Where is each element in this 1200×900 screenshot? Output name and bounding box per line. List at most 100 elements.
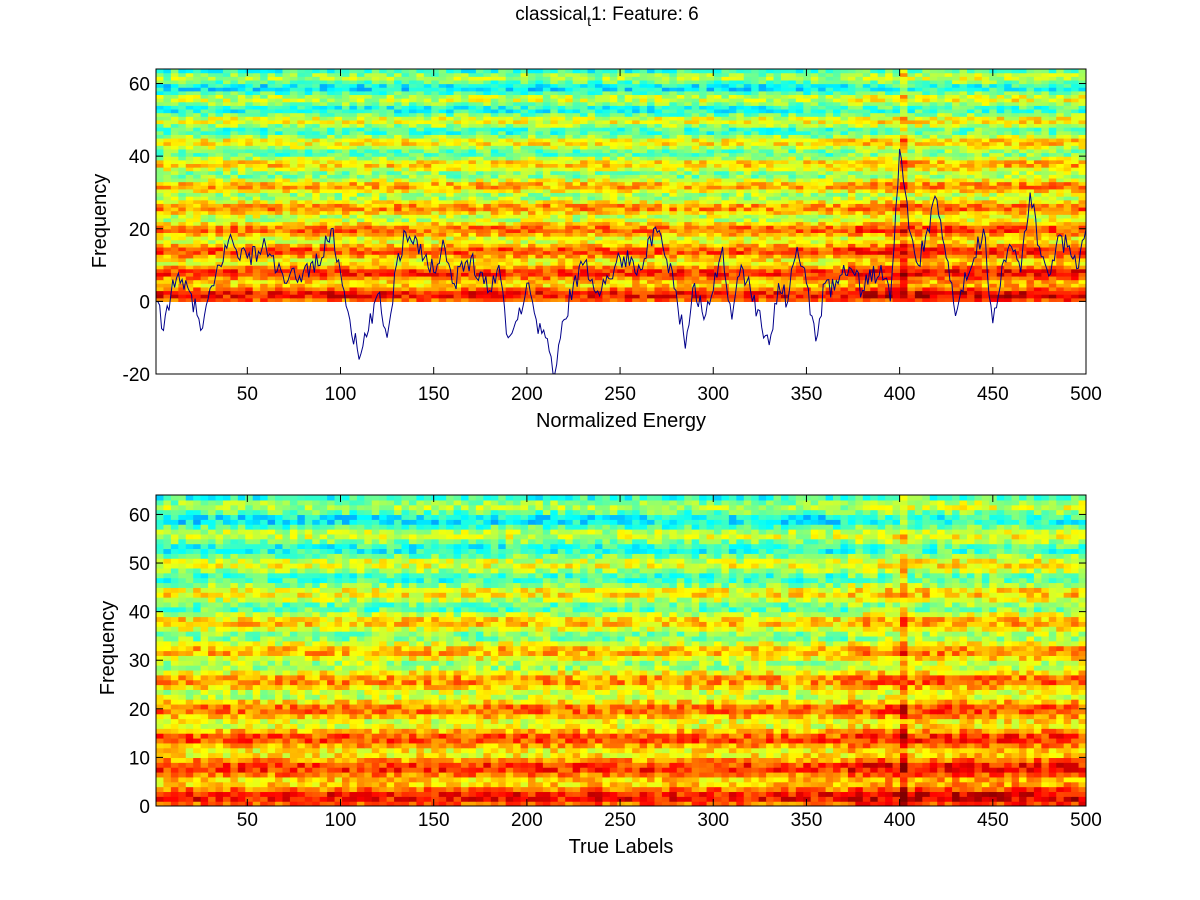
heatmap-cell <box>408 174 417 179</box>
heatmap-cell <box>914 206 923 212</box>
heatmap-cell <box>996 217 1005 223</box>
heatmap-cell <box>1011 243 1020 248</box>
heatmap-cell <box>505 167 514 172</box>
heatmap-cell <box>528 210 537 215</box>
heatmap-cell <box>981 203 990 208</box>
heatmap-cell <box>892 250 901 255</box>
heatmap-cell <box>810 167 819 172</box>
heatmap-cell <box>736 203 745 208</box>
heatmap-cell <box>535 196 544 201</box>
heatmap-cell <box>156 217 165 223</box>
heatmap-cell <box>490 225 499 230</box>
heatmap-cell <box>751 290 760 295</box>
heatmap-cell <box>944 232 953 237</box>
heatmap-cell <box>833 297 842 302</box>
heatmap-cell <box>862 188 871 194</box>
heatmap-cell <box>245 283 254 288</box>
heatmap-cell <box>483 163 492 168</box>
heatmap-cell <box>520 232 529 237</box>
heatmap-cell <box>900 257 909 263</box>
heatmap-cell <box>528 156 537 161</box>
heatmap-cell <box>818 243 827 248</box>
heatmap-cell <box>550 261 559 266</box>
heatmap-cell <box>408 214 417 219</box>
heatmap-cell <box>222 217 231 223</box>
heatmap-cell <box>304 221 313 226</box>
heatmap-cell <box>900 246 909 252</box>
heatmap-cell <box>520 167 529 172</box>
heatmap-cell <box>193 188 202 194</box>
heatmap-cell <box>914 181 923 186</box>
heatmap-cell <box>1019 225 1028 230</box>
heatmap-cell <box>252 243 261 248</box>
heatmap-cell <box>795 228 804 233</box>
heatmap-cell <box>736 261 745 266</box>
heatmap-cell <box>728 257 737 263</box>
heatmap-cell <box>208 177 217 183</box>
heatmap-cell <box>669 290 678 295</box>
heatmap-cell <box>788 192 797 197</box>
heatmap-cell <box>364 272 373 277</box>
heatmap-cell <box>1071 283 1080 288</box>
heatmap-cell <box>743 279 752 284</box>
heatmap-cell <box>751 167 760 172</box>
heatmap-cell <box>170 221 179 226</box>
heatmap-cell <box>505 254 514 259</box>
heatmap-cell <box>1026 279 1035 284</box>
heatmap-cell <box>468 196 477 201</box>
heatmap-cell <box>528 163 537 168</box>
heatmap-cell <box>937 279 946 284</box>
heatmap-cell <box>1056 177 1065 183</box>
heatmap-cell <box>312 177 321 183</box>
heatmap-cell <box>647 174 656 179</box>
heatmap-cell <box>535 261 544 266</box>
heatmap-cell <box>1033 210 1042 215</box>
heatmap-cell <box>780 275 789 281</box>
heatmap-cell <box>572 294 581 299</box>
heatmap-cell <box>334 174 343 179</box>
heatmap-cell <box>282 290 291 295</box>
heatmap-cell <box>565 268 574 273</box>
heatmap-cell <box>743 290 752 295</box>
heatmap-cell <box>773 196 782 201</box>
heatmap-cell <box>743 170 752 175</box>
heatmap-cell <box>342 265 351 270</box>
heatmap-cell <box>156 167 165 172</box>
heatmap-cell <box>632 250 641 255</box>
heatmap-cell <box>647 203 656 208</box>
heatmap-cell <box>356 283 365 288</box>
heatmap-cell <box>952 286 961 292</box>
heatmap-cell <box>550 196 559 201</box>
heatmap-cell <box>178 228 187 233</box>
heatmap-cell <box>208 272 217 277</box>
heatmap-cell <box>401 203 410 208</box>
heatmap-cell <box>222 275 231 281</box>
heatmap-cell <box>609 243 618 248</box>
heatmap-cell <box>312 261 321 266</box>
heatmap-cell <box>215 225 224 230</box>
heatmap-cell <box>996 174 1005 179</box>
heatmap-cell <box>438 167 447 172</box>
heatmap-cell <box>267 261 276 266</box>
heatmap-cell <box>423 272 432 277</box>
heatmap-cell <box>728 265 737 270</box>
heatmap-cell <box>178 167 187 172</box>
heatmap-cell <box>661 254 670 259</box>
heatmap-cell <box>721 159 730 164</box>
heatmap-cell <box>870 236 879 241</box>
heatmap-cell <box>193 279 202 284</box>
heatmap-cell <box>974 290 983 295</box>
heatmap-cell <box>327 257 336 263</box>
heatmap-cell <box>371 217 380 223</box>
heatmap-cell <box>825 297 834 302</box>
heatmap-cell <box>267 196 276 201</box>
heatmap-cell <box>505 206 514 212</box>
heatmap-cell <box>572 286 581 292</box>
heatmap-cell <box>736 210 745 215</box>
heatmap-cell <box>349 283 358 288</box>
heatmap-cell <box>572 210 581 215</box>
heatmap-cell <box>215 228 224 233</box>
heatmap-cell <box>1078 265 1086 270</box>
heatmap-cell <box>1078 163 1086 168</box>
heatmap-cell <box>200 239 209 244</box>
